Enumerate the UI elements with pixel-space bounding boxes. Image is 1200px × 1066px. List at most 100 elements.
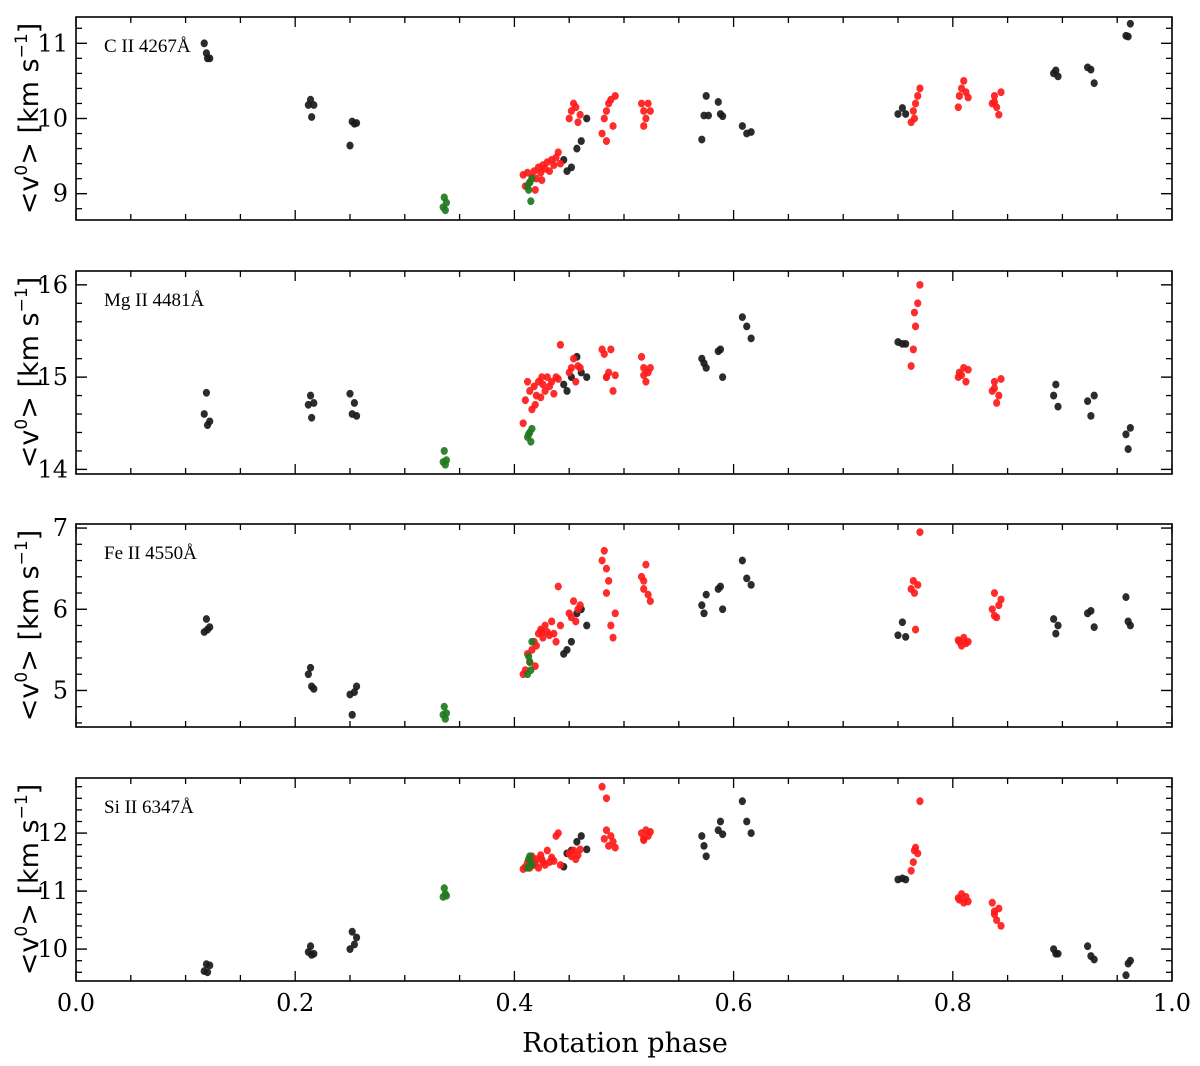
data-point (306, 942, 315, 951)
data-point (442, 709, 451, 718)
data-point (442, 198, 451, 207)
y-tick-label: 16 (37, 271, 68, 299)
data-point (576, 601, 584, 610)
x-tick-label: 0.0 (57, 989, 95, 1017)
data-point (310, 399, 318, 407)
y-tick-label: 14 (37, 455, 68, 483)
data-point (521, 396, 529, 405)
data-point (543, 846, 551, 855)
data-point (308, 113, 316, 121)
data-point (560, 380, 568, 389)
data-point (907, 866, 915, 875)
data-point (738, 797, 746, 806)
data-point (600, 114, 608, 123)
data-point (990, 910, 999, 919)
data-point (640, 107, 648, 115)
data-point (1052, 629, 1060, 638)
data-point (350, 940, 358, 949)
data-point (556, 340, 565, 349)
y-tick-label: 7 (53, 514, 68, 542)
data-point (602, 373, 611, 382)
data-point (990, 98, 999, 106)
data-point (1084, 397, 1092, 406)
data-point (545, 167, 554, 176)
data-point (527, 437, 535, 446)
x-tick-label: 0.4 (495, 989, 533, 1017)
data-point (902, 875, 910, 884)
data-point (964, 637, 972, 646)
data-point (646, 828, 654, 836)
data-point (350, 399, 358, 407)
data-point (909, 107, 917, 115)
y-tick-label: 5 (53, 676, 68, 704)
data-point (997, 375, 1005, 383)
data-point (910, 114, 919, 123)
data-point (352, 682, 361, 691)
data-point (554, 582, 562, 591)
data-point (990, 384, 999, 393)
y-tick-label: 15 (37, 363, 68, 391)
data-point (747, 829, 755, 837)
series-red (519, 782, 1005, 930)
data-point (1052, 66, 1060, 75)
data-point (600, 835, 608, 843)
data-point (700, 841, 708, 850)
data-point (702, 590, 710, 599)
data-point (1126, 19, 1134, 28)
data-point (202, 615, 211, 623)
data-point (990, 92, 999, 100)
data-point (346, 389, 354, 398)
data-point (200, 39, 208, 48)
data-point (348, 927, 356, 936)
data-point (352, 933, 361, 942)
y-tick-label: 11 (37, 877, 68, 905)
data-point (306, 663, 315, 672)
series-black (200, 556, 1134, 719)
data-point (583, 373, 591, 382)
panel-label: Mg II 4481Å (104, 290, 205, 311)
data-point (1087, 411, 1095, 420)
data-point (574, 118, 582, 127)
data-point (440, 447, 448, 455)
data-point (646, 107, 654, 115)
data-point (743, 574, 751, 583)
data-point (538, 176, 546, 185)
data-point (442, 891, 451, 900)
y-tick-label: 9 (53, 180, 68, 208)
data-point (916, 528, 924, 537)
data-point (567, 637, 575, 646)
data-point (1124, 32, 1132, 41)
data-point (1126, 423, 1134, 432)
data-point (556, 159, 565, 168)
data-point (902, 339, 910, 348)
data-point (719, 373, 727, 382)
data-point (565, 368, 573, 377)
data-point (914, 299, 922, 308)
data-point (743, 817, 751, 826)
data-point (954, 103, 962, 112)
data-point (206, 54, 214, 63)
data-point (911, 99, 920, 108)
y-tick-label: 12 (37, 819, 68, 847)
data-point (537, 393, 545, 402)
data-point (1052, 380, 1060, 389)
data-point (442, 456, 451, 465)
data-point (907, 362, 915, 370)
data-point (704, 111, 712, 120)
data-point (602, 107, 611, 115)
data-point (702, 852, 710, 861)
data-point (528, 637, 536, 646)
data-point (646, 363, 654, 372)
data-point (605, 576, 613, 585)
data-point (642, 114, 650, 123)
panel-label: Fe II 4550Å (104, 543, 197, 564)
panel-4: 10 11 12 0.0 0.2 0.4 0.6 0.8 1.0 Si II 6347Å <v0> … (12, 777, 1191, 1017)
data-point (206, 961, 214, 970)
data-point (310, 949, 318, 958)
data-point (1054, 949, 1062, 958)
data-point (995, 904, 1003, 913)
data-point (954, 373, 962, 382)
data-point (911, 322, 920, 331)
data-point (1087, 606, 1095, 615)
